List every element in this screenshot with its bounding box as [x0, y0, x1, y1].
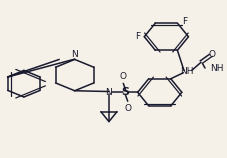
Text: F: F	[182, 17, 188, 26]
Text: N: N	[71, 50, 78, 59]
Text: O: O	[124, 104, 131, 113]
Text: O: O	[208, 50, 215, 59]
Text: S: S	[121, 87, 130, 97]
Text: F: F	[135, 32, 140, 41]
Text: O: O	[120, 72, 127, 81]
Text: N: N	[106, 88, 112, 97]
Text: NH: NH	[181, 67, 194, 76]
Text: NH: NH	[211, 64, 224, 73]
